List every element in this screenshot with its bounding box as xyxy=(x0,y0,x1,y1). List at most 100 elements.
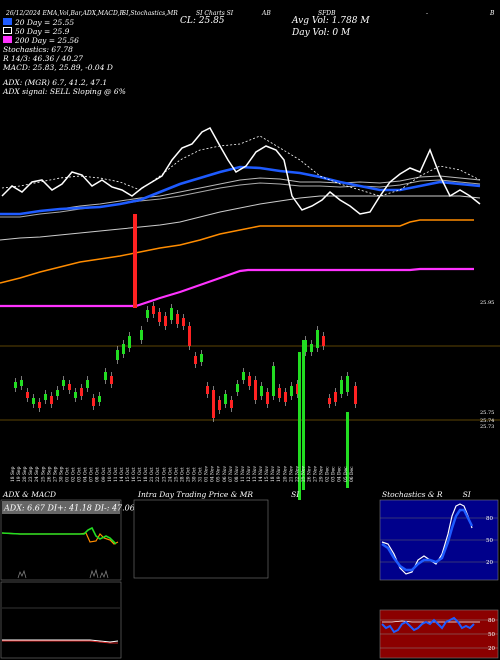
date-axis-label: 04 Oct xyxy=(84,467,89,482)
lower-panels: ADX: 6.67 DI+: 41.18 DI-: 47.06 80 50 20… xyxy=(0,499,499,659)
candle-body xyxy=(328,398,331,404)
intra-panel-title-text: Intra Day Trading Price & MR xyxy=(138,490,254,499)
date-axis-label: 06 Dec xyxy=(350,466,355,482)
intraday-panel xyxy=(133,499,269,579)
candle-body xyxy=(176,314,179,324)
candle-body xyxy=(316,330,319,348)
adx-value: ADX: (MGR) 6.7, 41.2, 47.1 xyxy=(3,78,108,87)
avg-volume: Avg Vol: 1.788 M xyxy=(292,16,370,26)
stoch-panel-title: Stochastics & R SI xyxy=(382,490,471,499)
candle-body xyxy=(128,336,131,348)
ma-legend: 20 Day = 25.55 50 Day = 25.9 200 Day = 2… xyxy=(3,18,126,96)
header-stochastics: SI,Stochastics,MR xyxy=(122,10,178,17)
stoch-d-line xyxy=(381,508,474,572)
date-axis-label: 08 Oct xyxy=(96,467,101,482)
date-axis-label: 05 Nov xyxy=(217,466,222,482)
candle-body xyxy=(346,376,349,392)
candle-body xyxy=(272,366,275,396)
candle-body xyxy=(334,392,337,402)
intra-panel-si: SI xyxy=(291,490,300,499)
date-axis-label: 10 Oct xyxy=(108,467,113,482)
date-axis-label: 17 Oct xyxy=(138,467,143,482)
candle-body xyxy=(322,336,325,346)
candle-body xyxy=(284,392,287,402)
macd-panel-frame xyxy=(0,581,122,659)
candle-body xyxy=(92,398,95,406)
date-axis-label: 27 Sep xyxy=(53,466,58,482)
date-axis-label: 31 Oct xyxy=(199,467,204,482)
candle-body xyxy=(50,396,53,404)
candle-body xyxy=(80,388,83,396)
date-axis-label: 27 Nov xyxy=(314,466,319,482)
r-tick-80: 80 xyxy=(488,618,495,624)
date-axis-label: 21 Nov xyxy=(289,466,294,482)
ema-20-line xyxy=(0,165,481,216)
candle-body xyxy=(44,394,47,400)
adx-values-strip xyxy=(2,501,120,514)
volume-spike-bar xyxy=(346,412,349,488)
date-axis-label: 25 Sep xyxy=(41,466,46,482)
date-axis-label: 22 Nov xyxy=(295,466,300,482)
breakout-red-bar xyxy=(133,214,137,308)
candle-body xyxy=(104,372,107,380)
r-tick-20: 20 xyxy=(488,646,495,652)
dotted-signal-line xyxy=(1,135,481,197)
date-axis-label: 18 Sep xyxy=(11,466,16,482)
candle-body xyxy=(296,384,299,394)
candle-body xyxy=(14,382,17,388)
intra-panel-title: Intra Day Trading Price & MR SI xyxy=(138,490,299,499)
candle-body xyxy=(26,392,29,398)
candle-body xyxy=(206,386,209,394)
date-axis-label: 30 Oct xyxy=(193,467,198,482)
candle-body xyxy=(56,390,59,396)
candle-body xyxy=(212,390,215,418)
stoch-panel-si: SI xyxy=(462,490,471,499)
date-axis-label: 18 Oct xyxy=(144,467,149,482)
adx-macd-marks xyxy=(17,568,109,579)
candle-body xyxy=(146,310,149,318)
candle-body xyxy=(200,354,203,362)
r-line xyxy=(381,616,475,634)
date-axis-label: 25 Oct xyxy=(174,467,179,482)
date-axis-label: 02 Dec xyxy=(326,466,331,482)
close-price: CL: 25.85 xyxy=(180,16,225,26)
legend-50-row: 50 Day = 25.9 xyxy=(3,27,126,36)
candle-body xyxy=(236,384,239,392)
date-axis-label: 28 Oct xyxy=(180,467,185,482)
candle-body xyxy=(260,386,263,396)
header-right-marker: B xyxy=(490,10,495,17)
stoch-value: Stochastics: 67.78 xyxy=(3,45,73,54)
volume-spike-bar xyxy=(302,340,305,490)
candle-body xyxy=(86,380,89,388)
header-indicator-list: EMA,Vol,Bar,ADX,MACD,R xyxy=(42,10,125,17)
ma-orange-line xyxy=(0,219,474,284)
macd-signal-line xyxy=(2,640,118,644)
candle-body xyxy=(152,306,155,314)
stoch-tick-20: 20 xyxy=(486,560,493,566)
date-axis-label: 09 Oct xyxy=(102,467,107,482)
date-axis-label: 29 Nov xyxy=(320,466,325,482)
date-axis-label: 01 Oct xyxy=(65,467,70,482)
legend-20-label: 20 Day = 25.55 xyxy=(15,18,75,27)
price-axis-label: 25.75 xyxy=(480,410,494,416)
price-axis-label: 25.95 xyxy=(480,300,494,306)
candle-body xyxy=(304,340,307,352)
price-axis-label: 25.74 xyxy=(480,418,494,424)
ma-50-lower-line xyxy=(0,179,481,218)
candle-body xyxy=(32,398,35,404)
stoch-panel-title-text: Stochastics & R xyxy=(382,490,443,499)
date-axis-label: 03 Dec xyxy=(332,466,337,482)
candle-body xyxy=(266,392,269,404)
candle-body xyxy=(110,376,113,384)
date-axis-label: 01 Nov xyxy=(205,466,210,482)
adx-panel-title: ADX & MACD xyxy=(3,490,57,499)
candle-body xyxy=(158,312,161,322)
candle-body xyxy=(164,316,167,326)
candle-body xyxy=(278,388,281,398)
legend-200-row: 200 Day = 25.56 xyxy=(3,36,126,45)
day-volume: Day Vol: 0 M xyxy=(292,28,351,38)
adx-signal: ADX signal: SELL Sloping @ 6% xyxy=(3,87,126,96)
date-axis-label: 16 Oct xyxy=(132,467,137,482)
adx-panel: ADX: 6.67 DI+: 41.18 DI-: 47.06 xyxy=(0,499,135,659)
